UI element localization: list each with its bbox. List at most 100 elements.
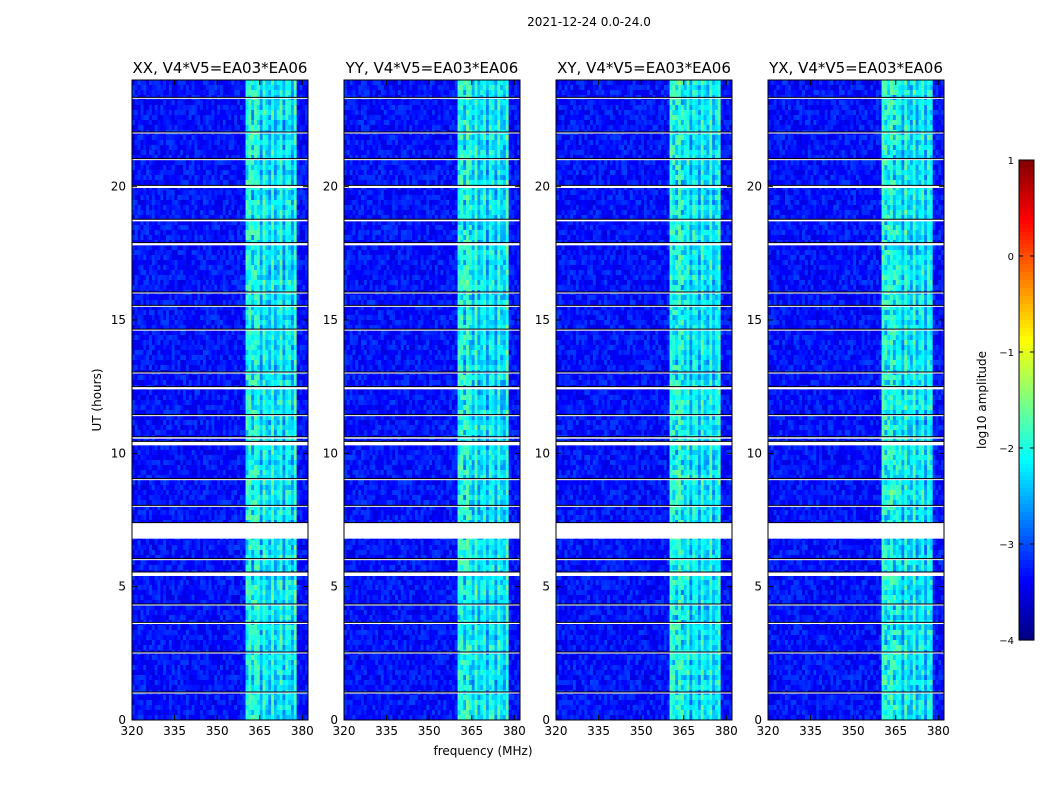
heatmap-cell [168,140,173,146]
heatmap-cell [282,170,286,176]
heatmap-cell [194,215,198,221]
heatmap-cell [265,325,269,331]
heatmap-cell [140,340,144,346]
heatmap-cell [282,270,286,276]
heatmap-cell [208,335,213,341]
heatmap-cell [163,300,167,306]
heatmap-cell [194,430,198,436]
heatmap-cell [293,205,298,211]
heatmap-cell [225,175,230,181]
heatmap-cell [177,235,181,241]
heatmap-cell [222,300,227,306]
heatmap-cell [214,205,218,211]
heatmap-cell [194,80,198,86]
heatmap-cell [202,365,207,371]
heatmap-cell [239,195,244,201]
heatmap-cell [211,285,215,291]
heatmap-cell [228,335,232,341]
heatmap-cell [160,105,164,111]
heatmap-cell [279,350,284,356]
heatmap-cell [185,380,190,386]
heatmap-cell [302,255,306,261]
heatmap-cell [305,135,308,141]
heatmap-cell [237,405,241,411]
heatmap-cell [140,155,144,161]
heatmap-cell [211,420,215,426]
heatmap-cell [288,255,292,261]
heatmap-cell [140,165,144,171]
heatmap-cell [217,395,221,401]
heatmap-cell [237,230,241,236]
heatmap-cell [132,300,136,306]
heatmap-cell [293,365,298,371]
heatmap-cell [245,195,249,201]
heatmap-cell [271,155,275,161]
heatmap-cell [288,150,292,156]
heatmap-cell [200,315,204,321]
heatmap-cell [296,155,301,161]
heatmap-cell [220,350,224,356]
heatmap-cell [191,85,196,91]
heatmap-cell [254,325,258,331]
heatmap-cell [234,420,238,426]
heatmap-cell [188,310,193,316]
heatmap-cell [166,310,170,316]
heatmap-cell [137,220,142,226]
heatmap-cell [285,145,289,151]
heatmap-cell [256,350,261,356]
heatmap-cell [183,305,187,311]
heatmap-cell [234,265,238,271]
heatmap-cell [234,120,238,126]
heatmap-cell [302,200,306,206]
heatmap-cell [273,400,278,406]
heatmap-cell [157,270,161,276]
heatmap-cell [265,430,269,436]
heatmap-cell [225,295,230,301]
heatmap-cell [262,355,267,361]
heatmap-cell [231,205,235,211]
heatmap-cell [296,380,301,386]
heatmap-cell [290,200,295,206]
heatmap-cell [177,245,181,251]
heatmap-cell [185,355,190,361]
heatmap-cell [248,115,252,121]
heatmap-cell [242,460,247,466]
heatmap-cell [132,245,136,251]
heatmap-cell [237,265,241,271]
heatmap-cell [146,135,150,141]
heatmap-cell [293,360,298,366]
heatmap-cell [262,205,267,211]
heatmap-cell [296,350,301,356]
heatmap-cell [237,310,241,316]
heatmap-cell [191,460,196,466]
heatmap-cell [197,210,201,216]
heatmap-cell [239,345,244,351]
heatmap-cell [132,325,136,331]
heatmap-cell [248,320,252,326]
heatmap-cell [146,305,150,311]
heatmap-cell [245,380,249,386]
heatmap-cell [185,430,190,436]
heatmap-cell [134,205,139,211]
heatmap-cell [256,170,261,176]
heatmap-cell [237,305,241,311]
heatmap-cell [222,245,227,251]
heatmap-cell [288,425,292,431]
heatmap-cell [220,195,224,201]
heatmap-cell [217,175,221,181]
heatmap-cell [214,120,218,126]
heatmap-cell [237,470,241,476]
heatmap-cell [137,310,142,316]
heatmap-cell [237,425,241,431]
heatmap-cell [245,345,249,351]
heatmap-cell [180,205,184,211]
heatmap-cell [177,270,181,276]
heatmap-cell [285,375,289,381]
heatmap-cell [228,345,232,351]
heatmap-cell [293,135,298,141]
heatmap-cell [149,100,153,106]
heatmap-cell [151,330,156,336]
heatmap-cell [168,205,173,211]
heatmap-cell [285,235,289,241]
heatmap-cell [146,425,150,431]
